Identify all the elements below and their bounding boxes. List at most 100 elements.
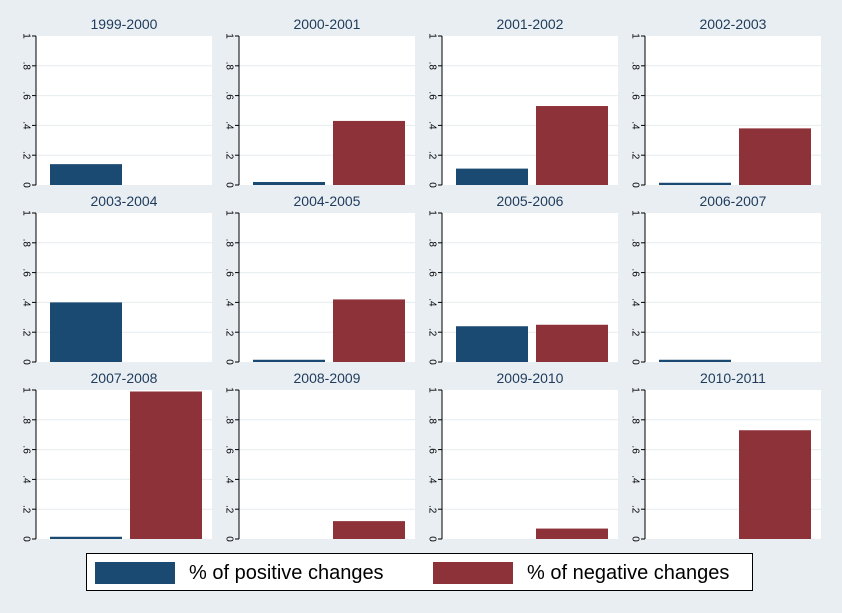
y-tick-label: .6 <box>629 445 640 454</box>
small-multiples-chart: 1999-20000.2.4.6.812000-20010.2.4.6.8120… <box>20 16 821 542</box>
y-tick-label: .2 <box>223 328 234 337</box>
bar-positive <box>456 168 528 185</box>
plot-area <box>239 390 415 539</box>
y-tick-label: .8 <box>629 239 640 248</box>
y-tick-label: 1 <box>223 210 234 216</box>
panel-title: 2009-2010 <box>497 370 564 386</box>
y-tick-label: .8 <box>629 416 640 425</box>
y-tick-label: 0 <box>629 182 640 188</box>
panel-2006-2007: 2006-2007 0 .2 .4 .6 .8 1 <box>629 193 821 365</box>
y-tick-label: .6 <box>426 91 437 100</box>
y-tick-label: 0 <box>629 359 640 365</box>
bar-positive <box>456 326 528 362</box>
y-tick-label: .4 <box>20 121 31 130</box>
y-tick-label: .6 <box>223 91 234 100</box>
legend-swatch-positive <box>95 562 175 584</box>
panel-2000-2001: 2000-2001 0 .2 .4 .6 .8 1 <box>223 16 415 188</box>
y-tick-label: 1 <box>20 387 31 393</box>
bar-negative <box>536 528 608 539</box>
y-tick-label: .4 <box>426 121 437 130</box>
y-tick-label: .6 <box>629 268 640 277</box>
bar-negative <box>739 128 811 185</box>
panel-title: 2002-2003 <box>700 16 767 32</box>
y-tick-label: .6 <box>426 268 437 277</box>
panel-2008-2009: 2008-2009 0 .2 .4 .6 .8 1 <box>223 370 415 542</box>
legend-item-negative: % of negative changes <box>433 562 729 584</box>
y-tick-label: 1 <box>20 210 31 216</box>
y-tick-label: .2 <box>20 328 31 337</box>
y-tick-label: .6 <box>20 445 31 454</box>
y-tick-label: 0 <box>629 536 640 542</box>
bar-negative <box>333 521 405 539</box>
panel-title: 2001-2002 <box>497 16 564 32</box>
y-tick-label: .4 <box>629 475 640 484</box>
y-tick-label: .2 <box>20 505 31 514</box>
panel-2009-2010: 2009-2010 0 .2 .4 .6 .8 1 <box>426 370 618 542</box>
y-tick-label: .2 <box>223 505 234 514</box>
y-tick-label: 1 <box>426 387 437 393</box>
y-tick-label: 0 <box>426 359 437 365</box>
y-tick-label: .4 <box>223 298 234 307</box>
y-tick-label: .2 <box>629 328 640 337</box>
y-tick-label: .2 <box>20 151 31 160</box>
y-tick-label: 0 <box>426 536 437 542</box>
y-tick-label: 0 <box>20 536 31 542</box>
y-tick-label: 1 <box>629 387 640 393</box>
panel-title: 2000-2001 <box>294 16 361 32</box>
y-tick-label: 1 <box>426 210 437 216</box>
y-tick-label: 1 <box>629 33 640 39</box>
panel-2003-2004: 2003-2004 0 .2 .4 .6 .8 1 <box>20 193 212 365</box>
y-tick-label: .8 <box>426 62 437 71</box>
y-tick-label: .2 <box>629 505 640 514</box>
y-tick-label: .2 <box>426 505 437 514</box>
y-tick-label: .6 <box>223 445 234 454</box>
plot-area <box>645 213 821 362</box>
y-tick-label: 0 <box>223 182 234 188</box>
y-tick-label: .4 <box>426 475 437 484</box>
y-tick-label: .6 <box>223 268 234 277</box>
legend-label-positive: % of positive changes <box>189 561 384 584</box>
y-tick-label: 0 <box>20 359 31 365</box>
y-tick-label: .8 <box>426 416 437 425</box>
bar-positive <box>659 182 731 185</box>
y-tick-label: 1 <box>223 33 234 39</box>
y-tick-label: .2 <box>629 151 640 160</box>
y-tick-label: .2 <box>223 151 234 160</box>
y-tick-label: 1 <box>629 210 640 216</box>
plot-area <box>36 36 212 185</box>
bar-negative <box>739 430 811 539</box>
y-tick-label: .8 <box>20 62 31 71</box>
y-tick-label: .4 <box>629 298 640 307</box>
bar-positive <box>50 164 122 185</box>
y-tick-label: .8 <box>223 62 234 71</box>
legend-label-negative: % of negative changes <box>527 561 730 584</box>
panel-title: 2006-2007 <box>700 193 767 209</box>
bar-negative <box>333 120 405 185</box>
y-tick-label: .6 <box>629 91 640 100</box>
panel-2005-2006: 2005-2006 0 .2 .4 .6 .8 1 <box>426 193 618 365</box>
y-tick-label: .4 <box>223 121 234 130</box>
bar-positive <box>50 302 122 362</box>
legend-swatch-negative <box>433 562 513 584</box>
y-tick-label: .4 <box>629 121 640 130</box>
y-tick-label: 0 <box>426 182 437 188</box>
panel-title: 1999-2000 <box>91 16 158 32</box>
bar-negative <box>536 106 608 185</box>
y-tick-label: .8 <box>20 416 31 425</box>
panel-title: 2010-2011 <box>700 370 766 386</box>
y-tick-label: .8 <box>223 416 234 425</box>
y-tick-label: 1 <box>426 33 437 39</box>
bar-positive <box>253 182 325 185</box>
panel-2002-2003: 2002-2003 0 .2 .4 .6 .8 1 <box>629 16 821 188</box>
y-tick-label: .2 <box>426 328 437 337</box>
legend-item-positive: % of positive changes <box>95 562 384 584</box>
legend: % of positive changes % of negative chan… <box>86 553 753 591</box>
panel-title: 2007-2008 <box>91 370 158 386</box>
panel-2010-2011: 2010-2011 0 .2 .4 .6 .8 1 <box>629 370 821 542</box>
y-tick-label: 0 <box>223 359 234 365</box>
y-tick-label: .6 <box>20 91 31 100</box>
y-tick-label: .4 <box>20 475 31 484</box>
y-tick-label: 0 <box>223 536 234 542</box>
y-tick-label: 1 <box>20 33 31 39</box>
y-tick-label: .8 <box>20 239 31 248</box>
